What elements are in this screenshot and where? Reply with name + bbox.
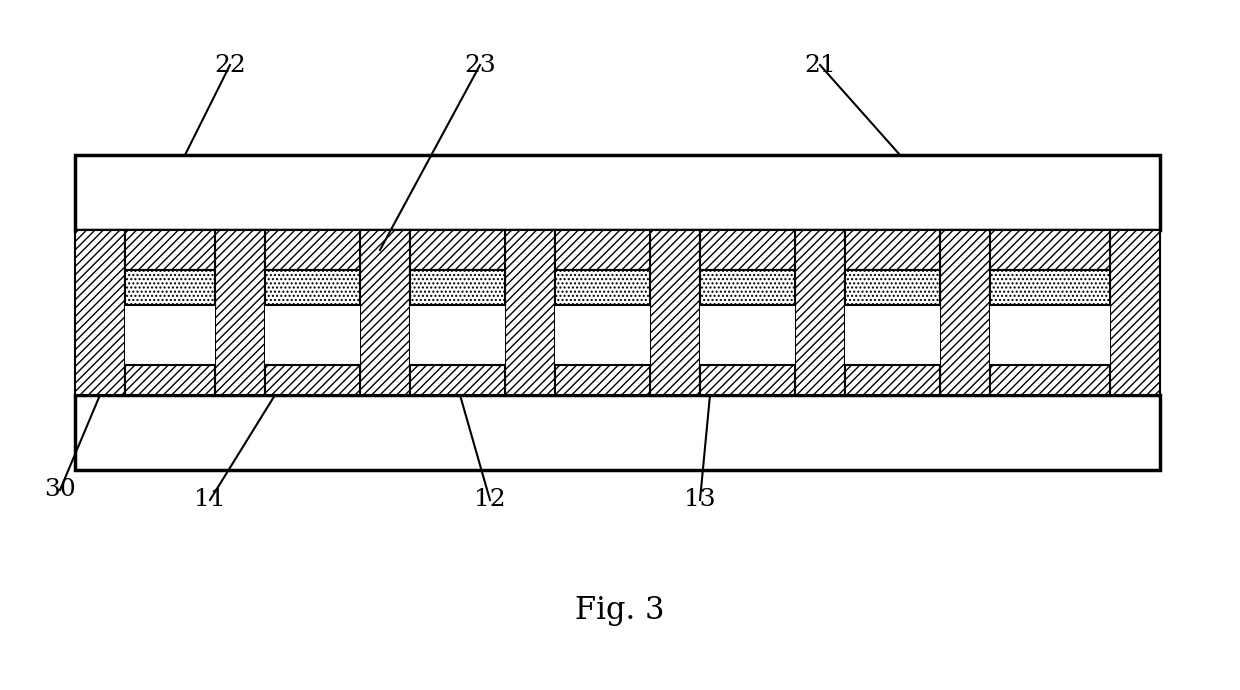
Text: 30: 30 (45, 478, 76, 502)
Bar (556, 365, 650, 395)
Bar (990, 305, 1110, 365)
Bar (125, 365, 215, 395)
Bar (410, 230, 505, 270)
Bar (74, 395, 1159, 470)
Bar (265, 365, 360, 395)
Bar (940, 230, 990, 395)
Bar (990, 230, 1110, 270)
Bar (795, 230, 844, 395)
Bar (650, 230, 701, 395)
Bar (125, 230, 215, 270)
Bar (844, 230, 940, 270)
Bar (74, 155, 1159, 230)
Bar (844, 270, 940, 305)
Bar (410, 305, 505, 365)
Bar (844, 305, 940, 365)
Bar (1110, 230, 1159, 395)
Text: 12: 12 (474, 489, 506, 511)
Bar (360, 230, 410, 395)
Bar (410, 365, 505, 395)
Bar (74, 230, 125, 395)
Bar (125, 270, 215, 305)
Bar (701, 305, 795, 365)
Bar (701, 230, 795, 270)
Bar (265, 305, 360, 365)
Bar (556, 230, 650, 270)
Bar (701, 365, 795, 395)
Bar (505, 230, 556, 395)
Bar (701, 270, 795, 305)
Bar (410, 270, 505, 305)
Text: 23: 23 (464, 54, 496, 77)
Bar (215, 230, 265, 395)
Text: 21: 21 (805, 54, 836, 77)
Bar (556, 305, 650, 365)
Bar (990, 270, 1110, 305)
Bar (265, 230, 360, 270)
Bar (265, 270, 360, 305)
Text: 13: 13 (684, 489, 715, 511)
Bar (556, 270, 650, 305)
Text: 11: 11 (195, 489, 226, 511)
Text: 22: 22 (215, 54, 246, 77)
Text: Fig. 3: Fig. 3 (575, 595, 665, 626)
Bar (844, 365, 940, 395)
Bar (125, 305, 215, 365)
Bar (990, 365, 1110, 395)
